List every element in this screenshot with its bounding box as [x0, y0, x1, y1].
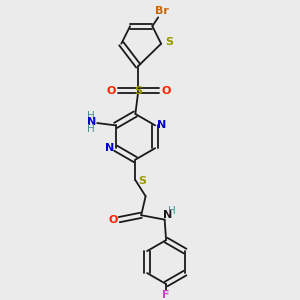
Text: H: H	[87, 124, 95, 134]
Text: S: S	[134, 86, 142, 96]
Text: S: S	[138, 176, 146, 186]
Text: O: O	[106, 86, 116, 96]
Text: O: O	[108, 214, 118, 225]
Text: N: N	[104, 143, 114, 153]
Text: Br: Br	[155, 6, 169, 16]
Text: H: H	[87, 111, 95, 121]
Text: N: N	[163, 210, 172, 220]
Text: S: S	[165, 37, 173, 47]
Text: H: H	[168, 206, 176, 216]
Text: O: O	[161, 86, 170, 96]
Text: N: N	[157, 120, 166, 130]
Text: N: N	[87, 117, 96, 127]
Text: F: F	[162, 290, 170, 300]
